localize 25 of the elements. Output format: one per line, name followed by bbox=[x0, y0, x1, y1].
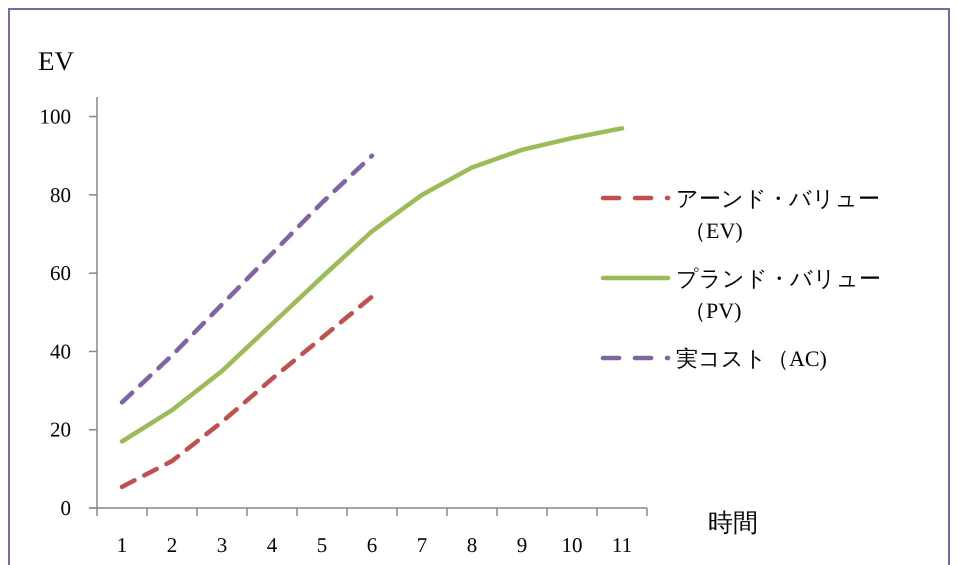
x-axis-title: 時間 bbox=[708, 510, 758, 537]
y-tick-label: 60 bbox=[50, 261, 71, 286]
x-tick-label: 11 bbox=[612, 533, 632, 557]
y-tick-label: 40 bbox=[50, 339, 71, 364]
x-tick-label: 5 bbox=[316, 533, 328, 557]
x-tick-label: 6 bbox=[366, 533, 378, 557]
x-tick-label: 10 bbox=[562, 533, 582, 557]
legend-label: プランド・バリュー（PV) bbox=[676, 266, 881, 323]
y-tick-label: 100 bbox=[40, 104, 71, 129]
x-tick-label: 2 bbox=[166, 533, 178, 557]
x-tick-label: 7 bbox=[416, 533, 428, 557]
y-tick-label: 20 bbox=[50, 418, 71, 442]
legend-label: 実コスト（AC) bbox=[676, 346, 827, 371]
legend-label: アーンド・バリュー（EV) bbox=[676, 186, 880, 243]
x-tick-label: 4 bbox=[266, 533, 278, 557]
line-series bbox=[120, 153, 374, 405]
y-tick-label: 0 bbox=[60, 496, 71, 520]
x-tick-label: 3 bbox=[216, 533, 228, 557]
y-tick-label: 80 bbox=[50, 182, 71, 207]
y-axis-title: EV bbox=[38, 46, 74, 76]
x-tick-label: 9 bbox=[516, 533, 528, 557]
line-series bbox=[120, 294, 374, 490]
x-tick-label: 1 bbox=[116, 533, 128, 557]
x-tick-label: 8 bbox=[466, 533, 478, 557]
line-series bbox=[120, 126, 624, 444]
